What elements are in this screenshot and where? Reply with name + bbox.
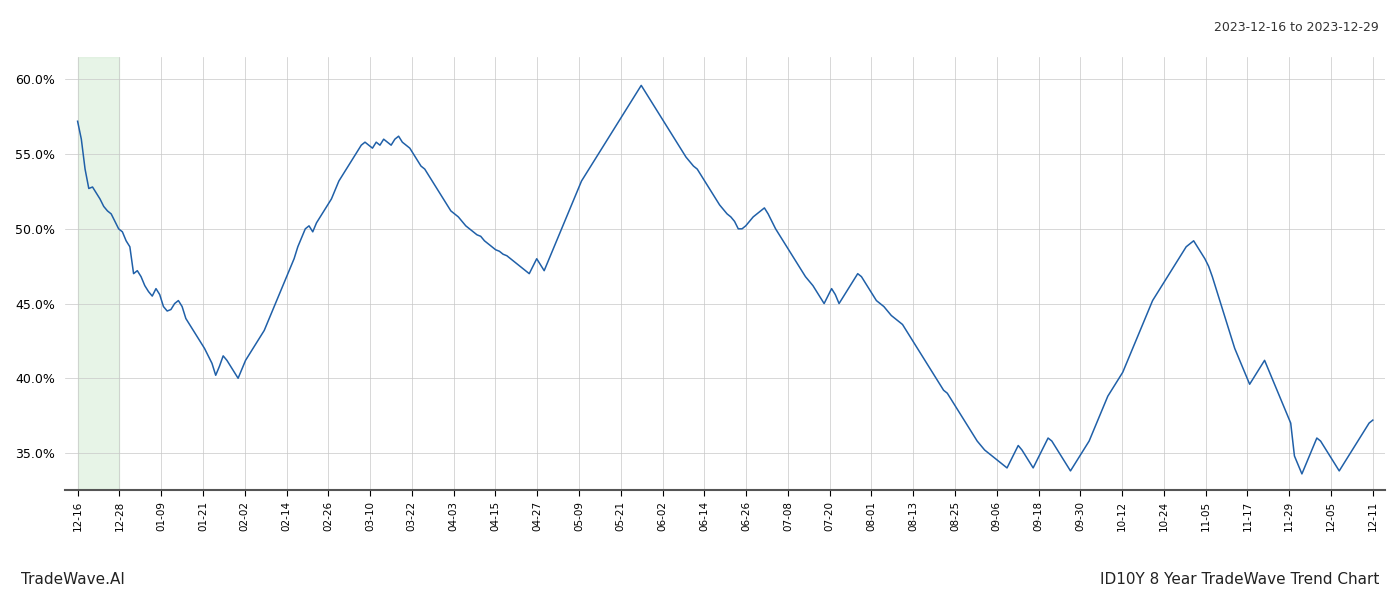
Bar [77, 57, 119, 490]
Text: ID10Y 8 Year TradeWave Trend Chart: ID10Y 8 Year TradeWave Trend Chart [1099, 572, 1379, 587]
Text: TradeWave.AI: TradeWave.AI [21, 572, 125, 587]
Text: 2023-12-16 to 2023-12-29: 2023-12-16 to 2023-12-29 [1214, 21, 1379, 34]
